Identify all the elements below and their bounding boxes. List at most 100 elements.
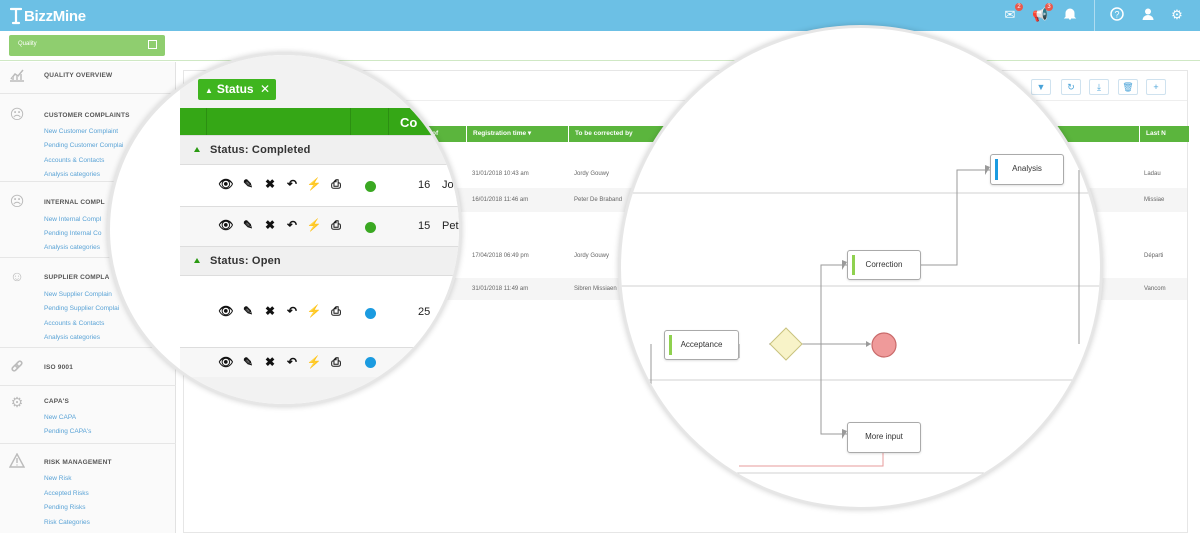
collapse-triangle-icon[interactable]	[194, 258, 200, 263]
undo-icon[interactable]: ↶	[286, 355, 298, 369]
user-icon[interactable]	[1140, 7, 1156, 23]
sidebar-section-title: RISK MANAGEMENT	[44, 459, 112, 466]
top-bar: BizzMine ✉ 2 📢 3 ? ⚙	[0, 0, 1200, 31]
step-status-bar	[995, 159, 998, 180]
sidebar-link[interactable]: Pending Customer Complai	[44, 142, 124, 149]
svg-text:?: ?	[1114, 10, 1119, 20]
help-icon[interactable]: ?	[1109, 7, 1125, 23]
column-header-last-name[interactable]: Last N	[1140, 126, 1189, 142]
sidebar-link[interactable]: Pending Risks	[44, 504, 86, 511]
delete-x-icon[interactable]: ✖	[264, 304, 276, 318]
logo[interactable]: BizzMine	[10, 5, 86, 27]
pdf-icon[interactable]: ⎙	[331, 304, 341, 318]
sidebar-link[interactable]: Risk Categories	[44, 519, 90, 526]
table-cell: 31/01/2018 11:49 am	[472, 286, 529, 292]
step-label: More input	[865, 432, 903, 441]
lightning-icon[interactable]: ⚡	[306, 304, 322, 318]
quality-module-button[interactable]: Quality	[9, 35, 165, 56]
filter-icon[interactable]: ▼	[1031, 79, 1051, 95]
group-header-completed[interactable]: Status: Completed	[180, 135, 459, 164]
view-eye-icon[interactable]: 👁	[218, 218, 234, 232]
sidebar-link[interactable]: New Internal Compl	[44, 216, 102, 223]
edit-pencil-icon[interactable]: ✎	[242, 177, 254, 191]
edit-pencil-icon[interactable]: ✎	[242, 218, 254, 232]
view-eye-icon[interactable]: 👁	[218, 177, 234, 191]
sidebar-link[interactable]: Analysis categories	[44, 244, 100, 251]
workflow-step-correction[interactable]: Correction	[847, 250, 921, 280]
sidebar-section-title: SUPPLIER COMPLA	[44, 274, 110, 281]
gateway-diamond	[769, 327, 803, 361]
sidebar-section-capas: ⚙ CAPA'S New CAPA Pending CAPA's	[0, 387, 176, 444]
sad-face-icon: ☹	[9, 106, 25, 122]
status-dot-completed	[365, 222, 376, 233]
pdf-icon[interactable]: ⎙	[331, 218, 341, 232]
collapse-triangle-icon[interactable]	[194, 147, 200, 152]
refresh-icon[interactable]: ↻	[1061, 79, 1081, 95]
add-icon[interactable]: +	[1146, 79, 1166, 95]
sidebar-section-supplier-complaints: ☺ SUPPLIER COMPLA New Supplier Complain …	[0, 259, 176, 348]
sidebar-link[interactable]: Accounts & Contacts	[44, 157, 105, 164]
sidebar-link[interactable]: New Supplier Complain	[44, 291, 112, 298]
download-icon[interactable]: ⤓	[1089, 79, 1109, 95]
lightning-icon[interactable]: ⚡	[306, 177, 322, 191]
sidebar-link[interactable]: Analysis categories	[44, 171, 100, 178]
bell-icon[interactable]	[1062, 7, 1078, 23]
table-cell: Missiae	[1144, 197, 1165, 203]
sidebar-section-title: QUALITY OVERVIEW	[44, 72, 113, 79]
sidebar-link[interactable]: Pending CAPA's	[44, 428, 92, 435]
sidebar-link[interactable]: Pending Internal Co	[44, 230, 102, 237]
pdf-icon[interactable]: ⎙	[331, 177, 341, 191]
edit-pencil-icon[interactable]: ✎	[242, 355, 254, 369]
table-row[interactable]: 👁 ✎ ✖ ↶ ⚡ ⎙ 16 Jo	[180, 164, 459, 206]
group-header-open[interactable]: Status: Open	[180, 246, 459, 275]
table-row[interactable]: 👁 ✎ ✖ ↶ ⚡ ⎙ 25	[180, 275, 459, 347]
undo-icon[interactable]: ↶	[286, 304, 298, 318]
sidebar-section-title: ISO 9001	[44, 364, 74, 371]
table-cell: Peter De Braband	[574, 197, 623, 203]
sidebar-section-internal-complaints: ☹ INTERNAL COMPL New Internal Compl Pend…	[0, 183, 176, 258]
row-name: Pet	[442, 220, 459, 232]
delete-x-icon[interactable]: ✖	[264, 218, 276, 232]
delete-icon[interactable]: 🗑	[1118, 79, 1138, 95]
delete-x-icon[interactable]: ✖	[264, 177, 276, 191]
announcement-icon[interactable]: 📢 3	[1032, 3, 1053, 23]
lightning-icon[interactable]: ⚡	[306, 218, 322, 232]
sidebar-link[interactable]: New CAPA	[44, 414, 77, 421]
mail-icon[interactable]: ✉ 2	[1002, 3, 1023, 23]
sidebar: QUALITY OVERVIEW ☹ CUSTOMER COMPLAINTS N…	[0, 62, 176, 533]
sidebar-link[interactable]: New Risk	[44, 475, 72, 482]
frown-face-icon: ☹	[9, 193, 25, 209]
sidebar-link[interactable]: Accepted Risks	[44, 490, 89, 497]
column-header-registration-time[interactable]: Registration time ▾	[467, 126, 568, 142]
workflow-step-analysis[interactable]: Analysis	[990, 154, 1064, 185]
workflow-step-acceptance[interactable]: Acceptance	[664, 330, 739, 360]
sidebar-section-quality-overview[interactable]: QUALITY OVERVIEW	[0, 62, 176, 94]
delete-x-icon[interactable]: ✖	[264, 355, 276, 369]
group-label: Status: Completed	[210, 144, 311, 156]
undo-icon[interactable]: ↶	[286, 177, 298, 191]
settings-gear-icon[interactable]: ⚙	[1171, 7, 1183, 22]
edit-pencil-icon[interactable]: ✎	[242, 304, 254, 318]
sidebar-link[interactable]: Analysis categories	[44, 334, 100, 341]
workflow-step-more-input[interactable]: More input	[847, 422, 921, 453]
close-icon[interactable]: ✕	[259, 82, 270, 96]
sidebar-section-iso-9001[interactable]: ISO 9001	[0, 349, 176, 386]
chart-icon	[8, 68, 26, 86]
view-eye-icon[interactable]: 👁	[218, 304, 234, 318]
gears-icon: ⚙	[10, 394, 24, 410]
status-group-chip[interactable]: ▲ Status ✕	[198, 79, 276, 100]
undo-icon[interactable]: ↶	[286, 218, 298, 232]
step-label: Acceptance	[680, 340, 723, 349]
lightning-icon[interactable]: ⚡	[306, 355, 322, 369]
sidebar-link[interactable]: Accounts & Contacts	[44, 320, 105, 327]
sidebar-link[interactable]: Pending Supplier Complai	[44, 305, 120, 312]
table-cell: Jordy Gouwy	[574, 171, 610, 177]
step-label: Analysis	[1012, 164, 1042, 173]
status-dot-completed	[365, 181, 376, 192]
pdf-icon[interactable]: ⎙	[331, 355, 341, 369]
table-row[interactable]: 👁 ✎ ✖ ↶ ⚡ ⎙ 15 Pet	[180, 206, 459, 246]
sidebar-link[interactable]: New Customer Complaint	[44, 128, 119, 135]
view-eye-icon[interactable]: 👁	[218, 355, 234, 369]
warning-icon	[8, 452, 26, 471]
table-row[interactable]: 👁 ✎ ✖ ↶ ⚡ ⎙	[180, 347, 459, 377]
